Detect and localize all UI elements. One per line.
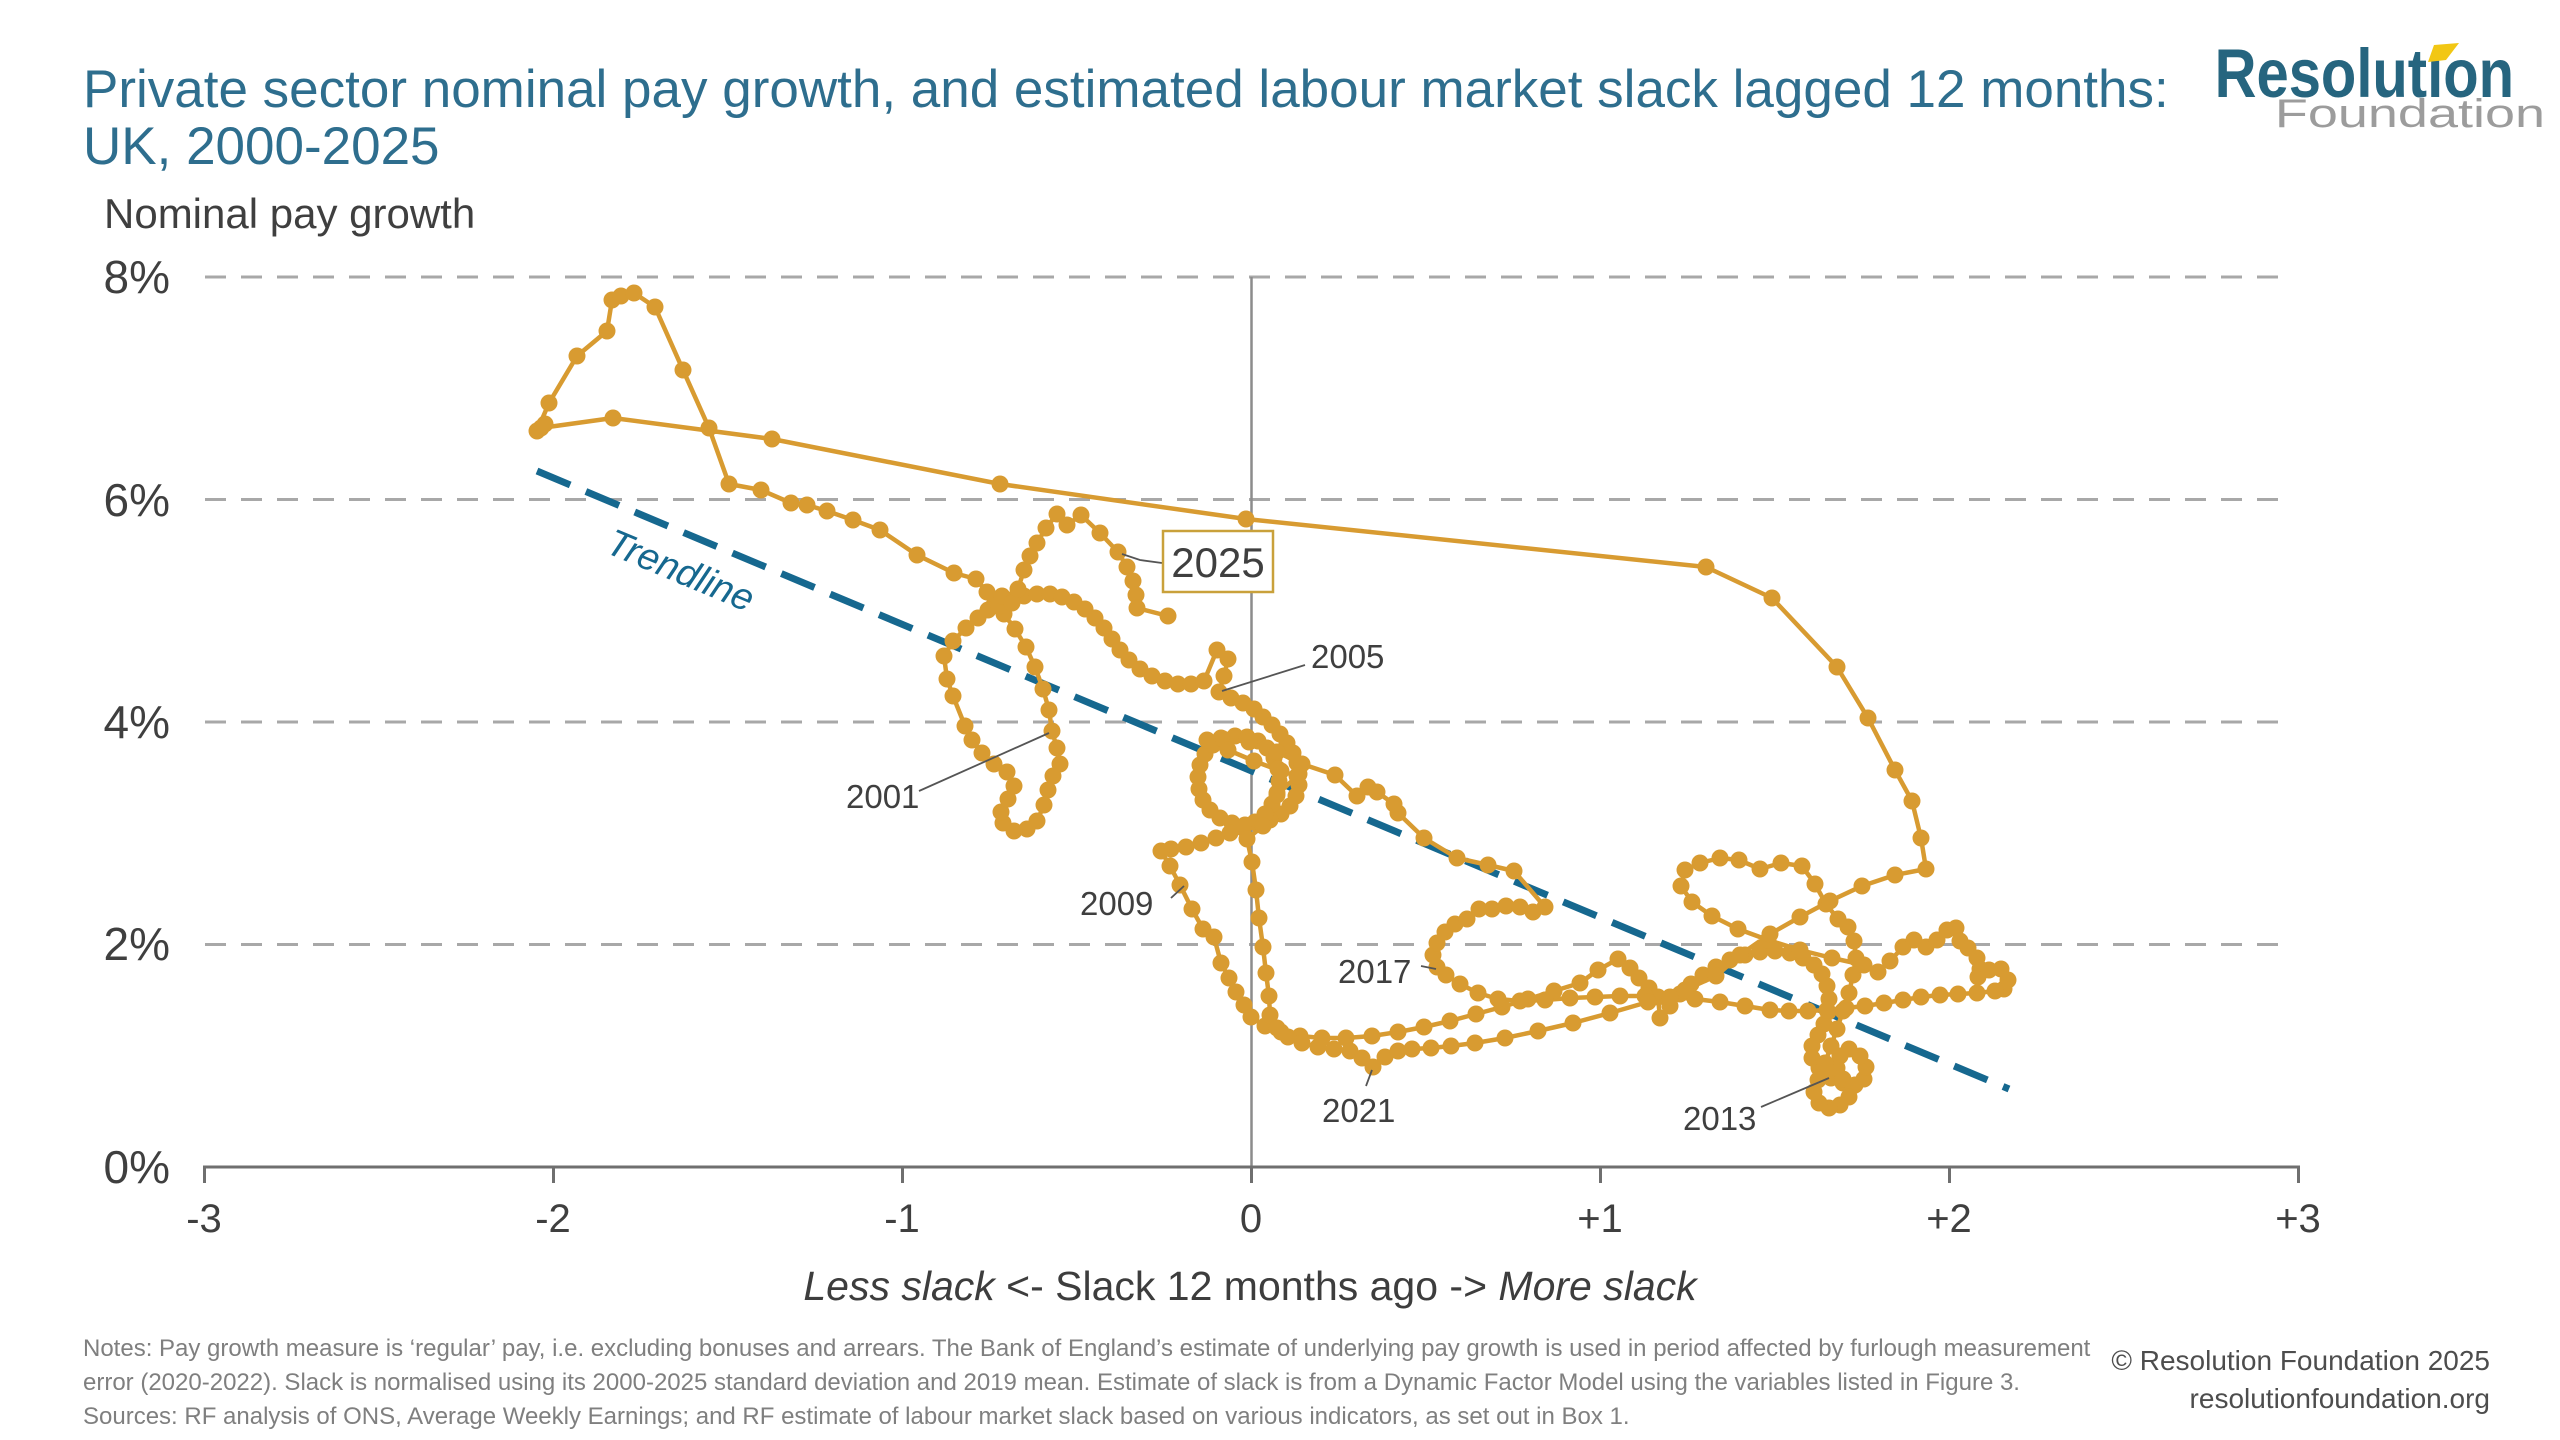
svg-text:-3: -3: [186, 1197, 222, 1241]
svg-text:2017: 2017: [1338, 953, 1411, 990]
svg-text:Nominal pay growth: Nominal pay growth: [104, 190, 475, 237]
svg-text:resolutionfoundation.org: resolutionfoundation.org: [2190, 1383, 2490, 1414]
svg-text:0: 0: [1240, 1197, 1262, 1241]
svg-text:2013: 2013: [1683, 1100, 1756, 1137]
svg-text:4%: 4%: [104, 696, 170, 748]
svg-text:+1: +1: [1577, 1197, 1623, 1241]
svg-text:+3: +3: [2275, 1197, 2321, 1241]
svg-text:+2: +2: [1926, 1197, 1972, 1241]
svg-text:0%: 0%: [104, 1141, 170, 1193]
svg-text:UK, 2000-2025: UK, 2000-2025: [83, 117, 440, 176]
svg-text:Notes: Pay growth measure is ‘: Notes: Pay growth measure is ‘regular’ p…: [83, 1335, 2091, 1362]
svg-text:6%: 6%: [104, 474, 170, 526]
svg-text:2005: 2005: [1311, 638, 1384, 675]
svg-text:Private sector nominal pay gro: Private sector nominal pay growth, and e…: [83, 60, 2169, 119]
svg-text:error (2020-2022). Slack is no: error (2020-2022). Slack is normalised u…: [83, 1369, 2020, 1396]
svg-text:Sources: RF analysis of ONS, A: Sources: RF analysis of ONS, Average Wee…: [83, 1403, 1630, 1430]
svg-text:2025: 2025: [1171, 539, 1264, 586]
svg-text:8%: 8%: [104, 251, 170, 303]
svg-text:2%: 2%: [104, 918, 170, 970]
svg-text:Less slack <- Slack 12 months: Less slack <- Slack 12 months ago -> Mor…: [803, 1263, 1699, 1309]
svg-text:-1: -1: [884, 1197, 920, 1241]
svg-text:Resolutıon: Resolutıon: [2215, 34, 2514, 112]
svg-text:© Resolution Foundation 2025: © Resolution Foundation 2025: [2111, 1345, 2490, 1376]
svg-text:Foundation: Foundation: [2275, 92, 2545, 137]
svg-text:2001: 2001: [846, 778, 919, 815]
svg-text:-2: -2: [535, 1197, 571, 1241]
svg-text:2021: 2021: [1322, 1092, 1395, 1129]
svg-text:2009: 2009: [1080, 885, 1153, 922]
